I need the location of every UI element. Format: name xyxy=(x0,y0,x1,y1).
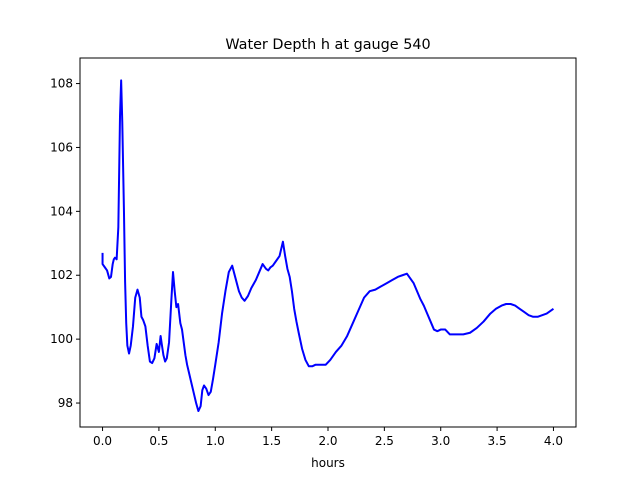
chart-title: Water Depth h at gauge 540 xyxy=(225,37,430,53)
x-tick-label: 4.0 xyxy=(544,434,563,448)
y-tick-label: 102 xyxy=(50,268,73,282)
y-tick-label: 106 xyxy=(50,140,73,154)
x-tick-label: 3.5 xyxy=(488,434,507,448)
series-line-0 xyxy=(101,79,555,413)
x-tick-label: 3.0 xyxy=(431,434,450,448)
x-tick-label: 0.0 xyxy=(93,434,112,448)
y-tick-label: 104 xyxy=(50,204,73,218)
plot-area xyxy=(101,79,555,413)
y-tick-label: 108 xyxy=(50,77,73,91)
x-tick-label: 1.0 xyxy=(206,434,225,448)
x-axis: 0.0 0.5 1.0 1.5 2.0 2.5 3.0 3.5 4.0 xyxy=(93,427,563,448)
y-axis: 98 100 102 104 106 108 xyxy=(50,77,80,410)
x-tick-label: 1.5 xyxy=(262,434,281,448)
x-tick-label: 2.5 xyxy=(375,434,394,448)
y-tick-label: 100 xyxy=(50,332,73,346)
y-tick-label: 98 xyxy=(58,396,73,410)
axes-frame xyxy=(79,57,577,428)
x-axis-label: hours xyxy=(311,456,345,470)
x-tick-label: 2.0 xyxy=(318,434,337,448)
x-tick-label: 0.5 xyxy=(149,434,168,448)
